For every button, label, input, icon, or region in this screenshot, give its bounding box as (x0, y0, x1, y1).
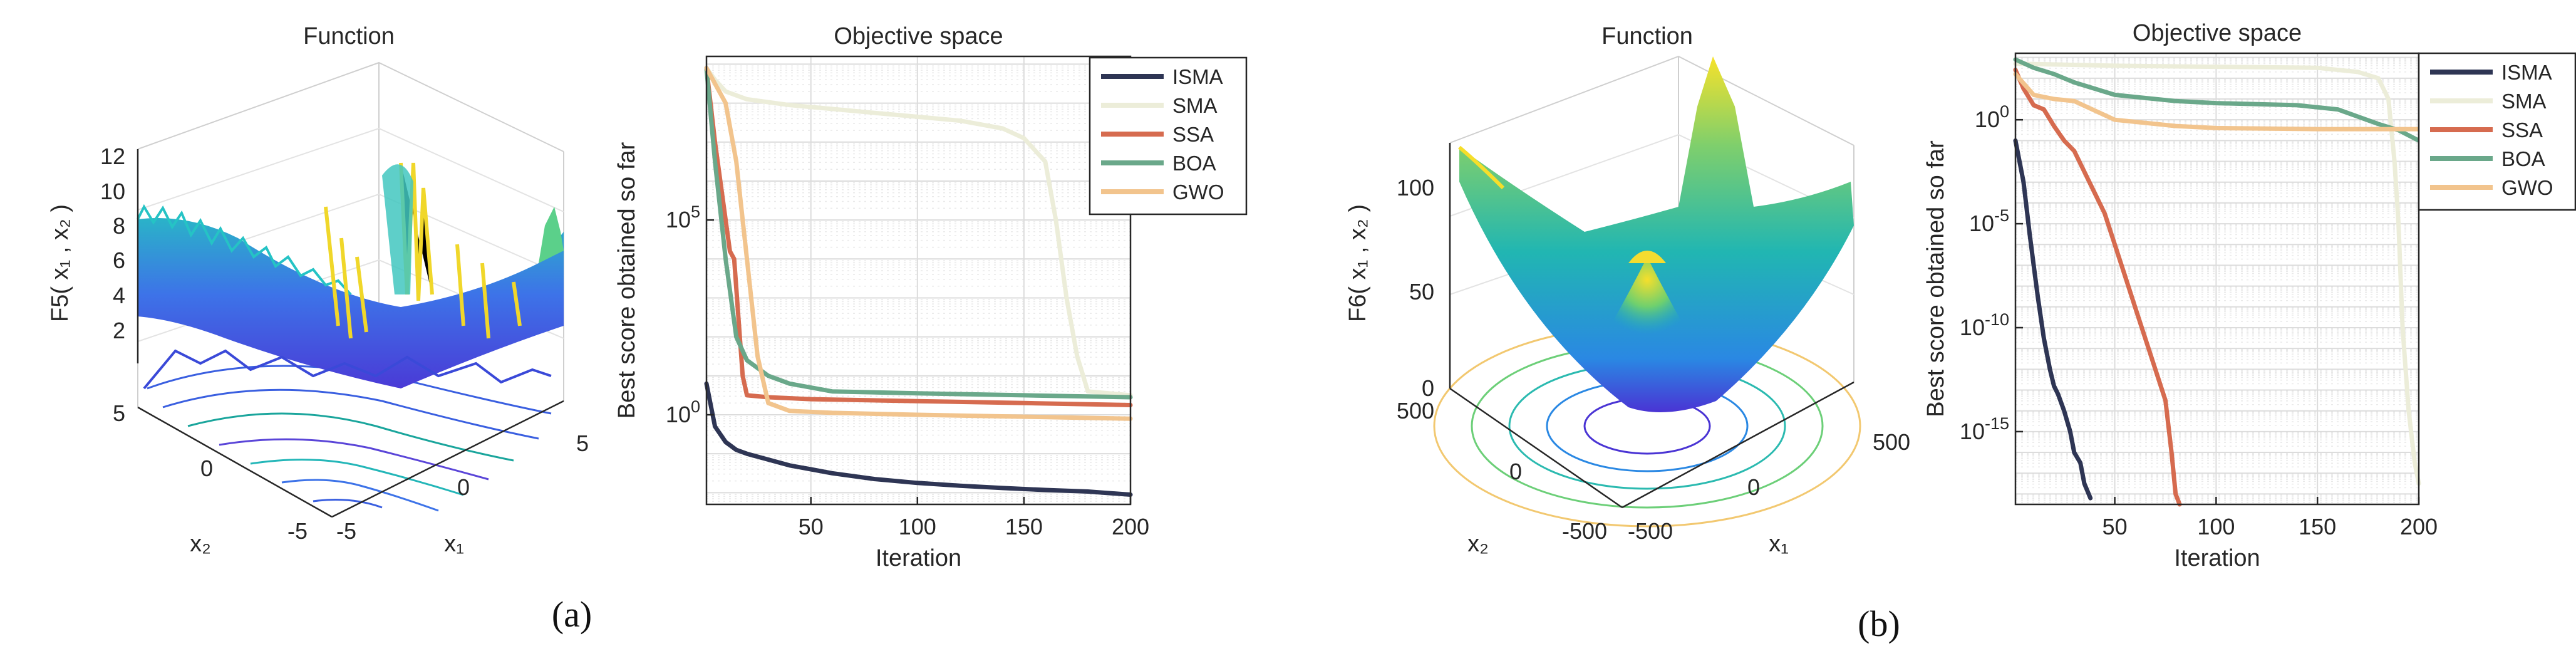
axes-box (705, 55, 1132, 506)
surface-mesh-b (1458, 56, 1854, 412)
surface-xlabel-b: x₁ (1769, 531, 1789, 557)
ztick-a: 8 (113, 213, 125, 239)
plot-area (706, 56, 1130, 504)
x-tick-label: 100 (2197, 514, 2235, 539)
y-tick-label: 10-5 (1969, 206, 2009, 236)
series-line-gwo (2013, 71, 2421, 132)
x-axis-label: Iteration (876, 545, 961, 571)
series-line-sma (704, 66, 1133, 398)
ytick-a: -5 (287, 518, 308, 544)
xtick-b: 500 (1873, 429, 1910, 455)
y-axis-label: Best score obtained so far (1923, 140, 1949, 417)
x-tick-label: 200 (2400, 514, 2438, 539)
surface-title-a: Function (303, 23, 395, 49)
series-line-boa (2013, 57, 2421, 143)
y-tick-label: 100 (1975, 102, 2009, 132)
x-tick-label: 150 (2299, 514, 2336, 539)
surface-ylabel-a: x₂ (190, 531, 211, 557)
legend-label: GWO (1172, 180, 1224, 204)
convergence-chart-b: 50 100 150 200 100 10-5 10-10 10-15 Objective sp… (1923, 20, 2576, 571)
ztick-b: 0 (1422, 375, 1434, 401)
caption-a: (a) (552, 594, 592, 635)
xtick-a: 5 (576, 430, 589, 456)
surface-mesh-a (137, 162, 564, 390)
x-tick-label: 200 (1112, 514, 1149, 539)
legend-label: ISMA (2501, 61, 2552, 84)
surface-ylabel-b: x₂ (1467, 531, 1489, 557)
ztick-b: 100 (1397, 175, 1434, 200)
legend-label: ISMA (1172, 65, 1223, 88)
surface-ground-axes-b: 500 0 -500 -500 0 500 x₂ x₁ (1397, 381, 1910, 557)
surface-panel-a: Function 12 10 (47, 23, 589, 557)
surface-zaxis-b: 100 50 0 F6( x₁ , x₂ ) (1345, 143, 1451, 401)
ztick-a: 10 (100, 179, 125, 204)
x-axis-label: Iteration (2174, 545, 2260, 571)
ytick-a: 0 (200, 456, 213, 481)
xtick-a: -5 (336, 518, 356, 544)
x-tick-label: 150 (1005, 514, 1043, 539)
legend-label: SSA (2501, 118, 2543, 142)
x-tick-label: 100 (899, 514, 936, 539)
surface-zlabel-b: F6( x₁ , x₂ ) (1345, 204, 1371, 322)
surface-panel-b: Function 100 50 0 F6( x₁ , x₂ ) (1345, 23, 1910, 557)
y-tick-label: 100 (666, 397, 700, 427)
series-line-isma (704, 381, 1133, 497)
series-line-ssa (704, 66, 1133, 407)
y-tick-label: 10-10 (1960, 310, 2009, 340)
chart-title: Objective space (2133, 20, 2302, 46)
ytick-b: 500 (1397, 398, 1434, 424)
legend: ISMA SMA SSA BOA GWO (1089, 56, 1248, 216)
ytick-b: 0 (1509, 459, 1522, 484)
series-line-sma (2013, 61, 2421, 486)
surface-zlabel-a: F5( x₁ , x₂ ) (47, 204, 73, 322)
axes-box (2014, 52, 2420, 506)
contour-floor-a (147, 365, 552, 512)
legend-label: BOA (2501, 147, 2545, 170)
plot-area (2015, 53, 2419, 504)
x-tick-label: 50 (2103, 514, 2128, 539)
y-tick-label: 10-15 (1960, 414, 2009, 444)
ztick-a: 12 (100, 143, 125, 169)
chart-title: Objective space (834, 23, 1003, 49)
ztick-b: 50 (1409, 279, 1434, 305)
surface-title-b: Function (1601, 23, 1693, 49)
surface-xlabel-a: x₁ (444, 531, 464, 557)
legend-label: SSA (1172, 123, 1214, 146)
x-tick-label: 50 (799, 514, 824, 539)
xtick-a: 0 (457, 474, 470, 500)
ztick-a: 4 (113, 283, 125, 308)
series-line-ssa (2013, 68, 2182, 507)
y-axis-label: Best score obtained so far (614, 142, 640, 419)
series-line-boa (704, 66, 1133, 400)
series-line-isma (2013, 138, 2093, 501)
legend-label: SMA (2501, 90, 2547, 113)
convergence-chart-a: 50 100 150 200 100 105 Objective space Iteratio… (614, 23, 1248, 571)
legend-label: BOA (1172, 152, 1216, 175)
surface-ground-axes-a: 5 0 -5 -5 0 5 x₂ x₁ (113, 400, 589, 557)
legend-label: GWO (2501, 176, 2553, 199)
series-line-gwo (704, 66, 1133, 421)
ytick-a: 5 (113, 400, 125, 426)
y-tick-label: 105 (666, 202, 700, 232)
xtick-b: 0 (1747, 474, 1760, 500)
xtick-b: -500 (1628, 518, 1673, 544)
legend-label: SMA (1172, 94, 1218, 117)
legend: ISMA SMA SSA BOA GWO (2418, 52, 2576, 211)
caption-b: (b) (1858, 603, 1900, 644)
ztick-a: 6 (113, 247, 125, 273)
ytick-b: -500 (1562, 518, 1607, 544)
surface-zaxis-a: 12 10 8 6 4 2 F5( x₁ , x₂ ) (47, 143, 139, 363)
ztick-a: 2 (113, 318, 125, 343)
